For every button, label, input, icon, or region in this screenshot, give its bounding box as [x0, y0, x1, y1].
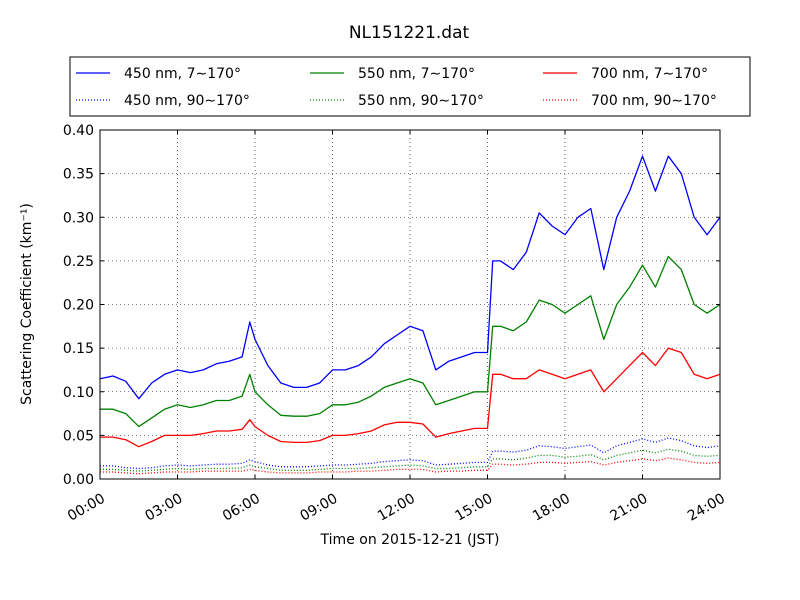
- y-tick-label: 0.15: [63, 341, 94, 357]
- series-line-0: [99, 155, 721, 400]
- y-tick-label: 0.35: [63, 167, 94, 183]
- y-tick-label: 0.25: [63, 254, 94, 270]
- legend-label: 700 nm, 7∼170°: [591, 66, 708, 82]
- x-tick-label: 09:00: [298, 491, 341, 525]
- x-tick-label: 21:00: [608, 491, 651, 525]
- grid: [99, 129, 721, 480]
- series-line-2: [100, 347, 721, 448]
- y-tick-label: 0.40: [63, 123, 94, 139]
- legend-label: 550 nm, 7∼170°: [358, 66, 475, 82]
- legend-box: [69, 56, 751, 117]
- chart-title: NL151221.dat: [349, 23, 470, 43]
- series-layer: [99, 155, 721, 475]
- legend-label: 550 nm, 90∼170°: [358, 93, 484, 109]
- legend: 450 nm, 7∼170° 550 nm, 7∼170° 700 nm, 7∼17…: [69, 56, 751, 117]
- x-tick-label: 18:00: [530, 491, 573, 525]
- x-tick-label: 12:00: [375, 491, 418, 525]
- y-tick-label: 0.20: [63, 298, 94, 314]
- y-tick-label: 0.00: [63, 472, 94, 488]
- y-tick-label: 0.10: [63, 385, 94, 401]
- legend-label: 450 nm, 7∼170°: [124, 66, 241, 82]
- ticks: 0.00 0.05 0.10 0.15 0.20 0.25 0.30 0.35 0.40 00:0…: [63, 123, 728, 525]
- y-tick-label: 0.30: [63, 210, 94, 226]
- x-tick-label: 24:00: [685, 491, 728, 525]
- series-line-1: [100, 255, 721, 428]
- series-line-3: [100, 437, 721, 470]
- x-tick-label: 00:00: [65, 491, 108, 525]
- x-tick-label: 03:00: [143, 491, 186, 525]
- x-tick-label: 15:00: [453, 491, 496, 525]
- y-tick-label: 0.05: [63, 428, 94, 444]
- legend-label: 700 nm, 90∼170°: [591, 93, 717, 109]
- y-axis-label: Scattering Coefficient (km⁻¹): [19, 203, 35, 405]
- x-axis-label: Time on 2015-12-21 (JST): [320, 532, 500, 548]
- x-tick-label: 06:00: [220, 491, 263, 525]
- legend-label: 450 nm, 90∼170°: [124, 93, 250, 109]
